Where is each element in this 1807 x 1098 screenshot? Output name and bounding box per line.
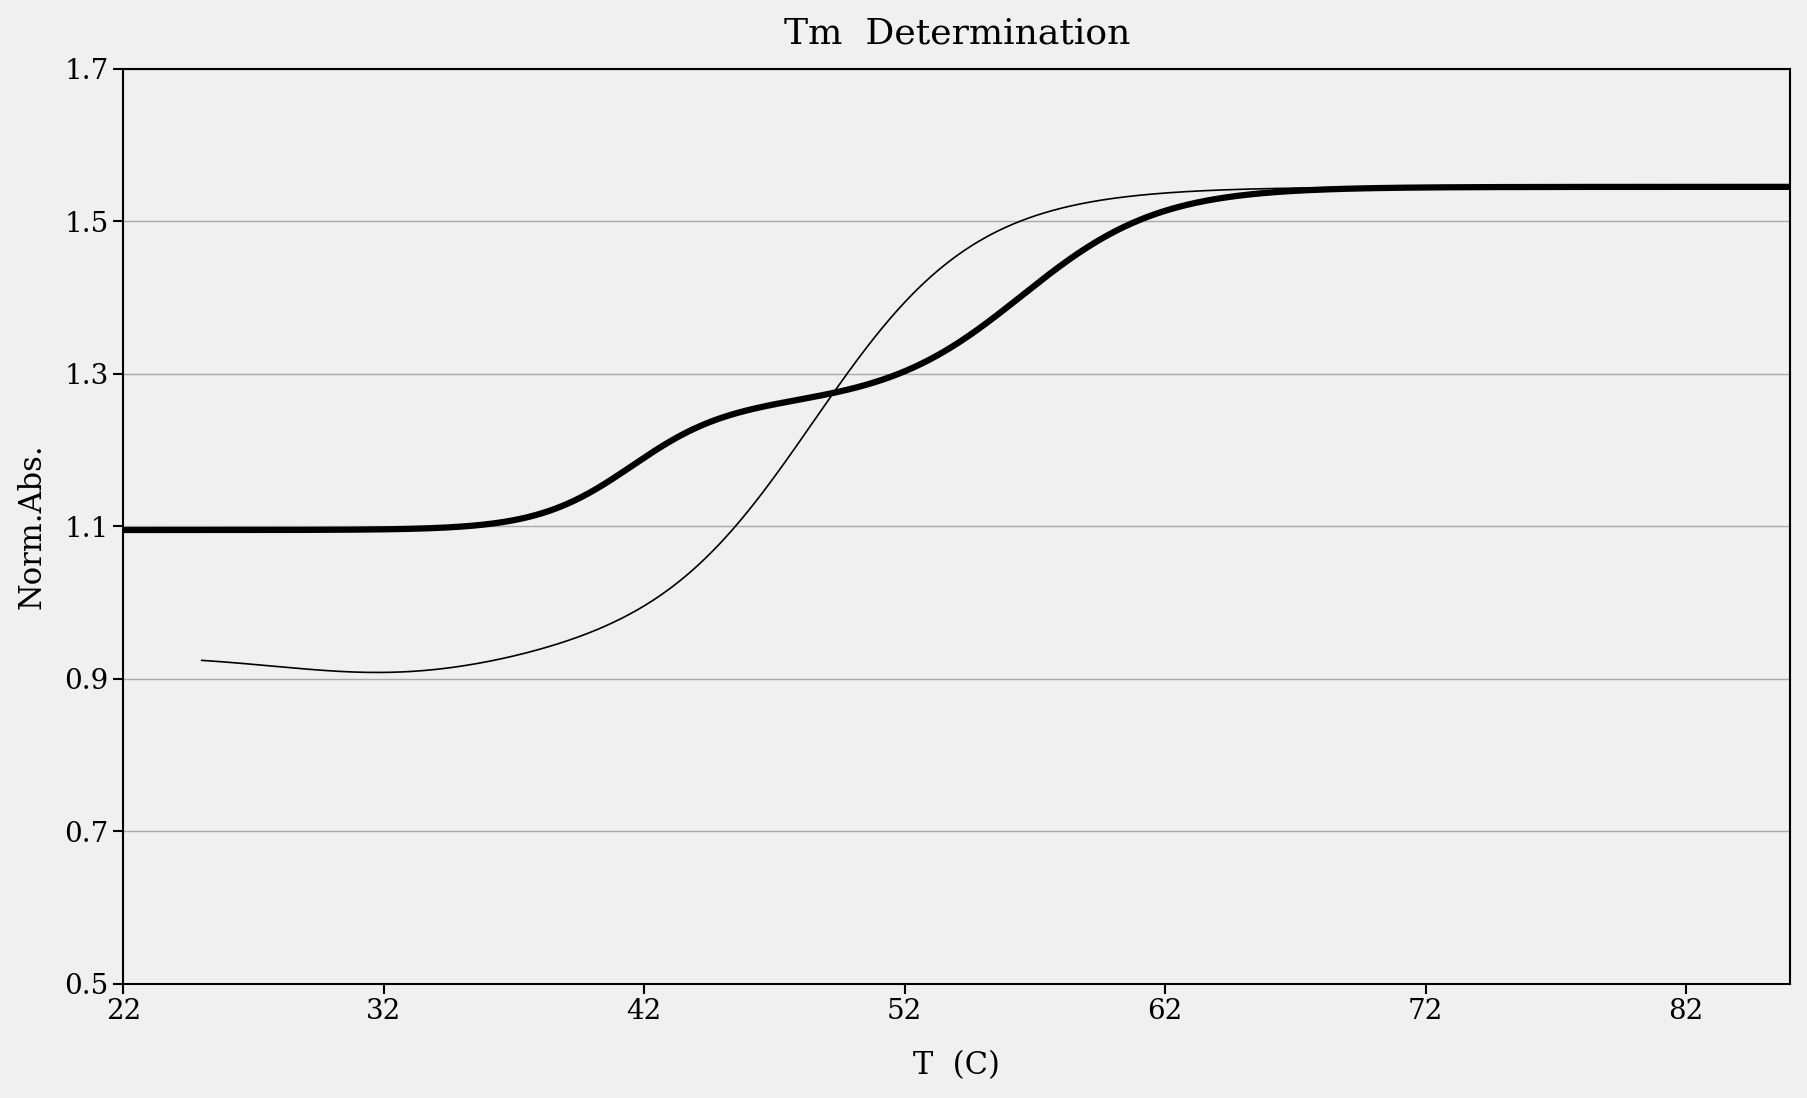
Title: Tm  Determination: Tm Determination [784, 16, 1129, 51]
Y-axis label: Norm.Abs.: Norm.Abs. [16, 444, 47, 609]
X-axis label: T  (C): T (C) [913, 1051, 1001, 1082]
